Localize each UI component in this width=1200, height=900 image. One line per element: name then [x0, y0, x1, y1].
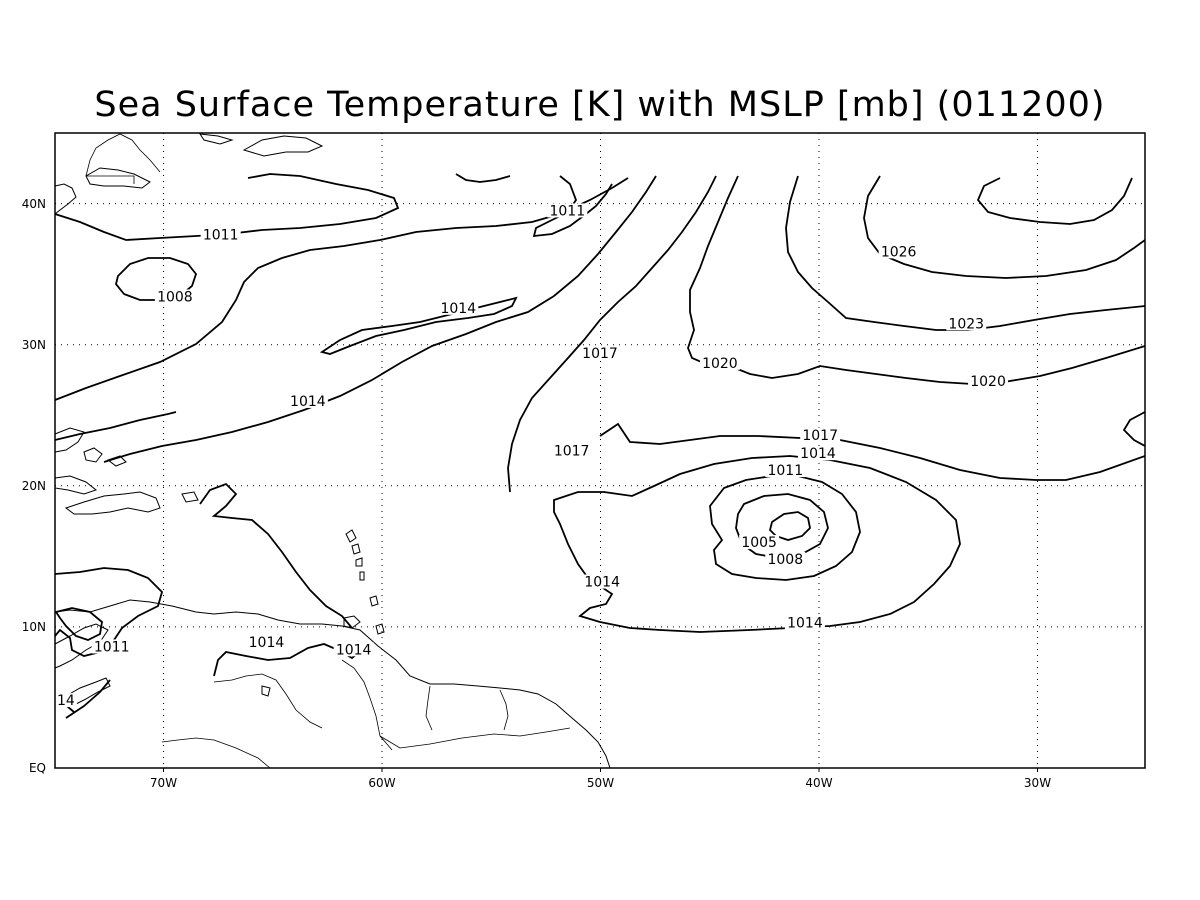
isobar-1008-low: [735, 493, 829, 559]
isobar-1017-west: [54, 175, 657, 463]
coastline-newfoundland: [242, 135, 324, 157]
coastline-lake-maracaibo: [261, 685, 271, 697]
isobar-1017-tongue: [507, 175, 717, 493]
isobar-1020-west: [687, 175, 1146, 385]
coastline-florida: [54, 427, 85, 453]
isobar-value-label: 1014: [800, 446, 836, 462]
isobar-value-label: 1014: [787, 615, 823, 631]
coastline-trinidad: [343, 615, 361, 629]
isobar-value-label: 14: [57, 693, 75, 709]
isobar-value-label: 1014: [440, 301, 476, 317]
contour-label-background: [287, 393, 328, 408]
isobar-1023: [785, 175, 1146, 331]
isobar-value-label: 1017: [582, 346, 618, 362]
y-tick-label-10n: 10N: [22, 620, 46, 634]
map-title: Sea Surface Temperature [K] with MSLP [m…: [94, 85, 1105, 125]
border-colombia-venezuela: [213, 673, 323, 729]
coastline-newfoundland-north: [198, 133, 234, 145]
contour-label-background: [699, 355, 740, 370]
coastline-lesser-antilles: [345, 529, 385, 635]
contour-label-background: [200, 227, 241, 242]
isobar-1014-elongated: [319, 296, 518, 355]
contour-label-background: [739, 535, 780, 550]
isobar-1011-northwest: [54, 173, 400, 241]
isobars: [54, 173, 1146, 719]
contour-label-background: [91, 639, 132, 654]
isobar-value-label: 1014: [584, 575, 620, 591]
contour-label-background: [765, 463, 806, 478]
y-axis: 40N 30N 20N 10N EQ: [22, 197, 46, 775]
x-axis: 70W 60W 50W 40W 30W: [150, 768, 1051, 790]
isobar-value-label: 1008: [157, 290, 193, 306]
isobar-value-label: 1011: [549, 203, 585, 219]
isobar-top-right: [976, 177, 1133, 225]
coastline-hispaniola: [64, 491, 161, 515]
isobar-value-label: 1008: [767, 552, 803, 568]
coastline-bahamas-east: [106, 455, 127, 467]
isobar-value-label: 1005: [741, 535, 777, 551]
contour-label-background: [798, 446, 838, 461]
isobar-1008-closed: [115, 257, 198, 301]
contour-label-background: [54, 693, 77, 708]
isobar-1011-small: [54, 607, 103, 641]
isobar-1005-low: [769, 511, 811, 541]
isobar-value-label: 1014: [290, 394, 326, 410]
border-brazil-north: [379, 727, 571, 749]
isobar-value-label: 1011: [203, 227, 239, 243]
isobar-1014-southwest: [54, 177, 629, 401]
border-us-canada: [86, 175, 135, 184]
y-tick-label-20n: 20N: [22, 479, 46, 493]
isobar-value-label: 1011: [94, 639, 130, 655]
contour-label-background: [968, 374, 1009, 389]
isobar-1011-panama: [54, 567, 164, 657]
isobar-value-label: 1014: [249, 635, 285, 651]
isobar-1026: [863, 175, 1146, 279]
contour-label-background: [878, 244, 919, 259]
contour-label-background: [547, 203, 588, 218]
y-tick-label-eq: EQ: [29, 761, 46, 775]
y-tick-label-30n: 30N: [22, 338, 46, 352]
border-suriname-guiana: [499, 689, 509, 731]
isobar-1011-north: [455, 173, 613, 238]
contour-label-background: [580, 345, 620, 360]
contour-label-background: [765, 551, 806, 566]
contour-label-background: [246, 635, 287, 650]
contour-label-background: [154, 289, 195, 304]
contour-label-background: [582, 574, 623, 589]
border-venezuela-guyana: [341, 659, 393, 751]
coastline-nova-scotia: [85, 167, 151, 189]
contour-label-background: [333, 642, 374, 657]
contour-label-background: [800, 427, 841, 442]
isobar-value-label: 1014: [336, 642, 372, 658]
x-tick-label-50w: 50W: [587, 776, 614, 790]
contour-label-background: [946, 316, 987, 331]
isobar-value-label: 1020: [702, 356, 738, 372]
x-tick-label-70w: 70W: [150, 776, 177, 790]
coastline-bahamas: [83, 447, 103, 463]
coastline-south-america: [54, 599, 611, 769]
y-tick-label-40n: 40N: [22, 197, 46, 211]
border-northeast-us: [85, 133, 161, 177]
isobar-value-label: 1026: [881, 244, 917, 260]
border-guyana-suriname: [425, 685, 433, 731]
contour-labels: 1011 1011 1008 1014 1017 1014 1020 1026 1023 1020…: [54, 203, 1009, 709]
isobar-value-label: 1017: [554, 443, 590, 459]
coastline-north-america: [54, 183, 77, 216]
x-tick-label-60w: 60W: [368, 776, 395, 790]
contour-label-background: [551, 443, 592, 458]
contour-label-background: [784, 615, 825, 630]
isobar-value-label: 1017: [802, 428, 838, 444]
contour-label-background: [438, 300, 479, 315]
isobar-value-label: 1020: [970, 374, 1006, 390]
border-colombia-south: [161, 737, 271, 769]
x-tick-label-40w: 40W: [805, 776, 832, 790]
isobar-value-label: 1011: [767, 463, 803, 479]
land-outlines: [54, 133, 611, 769]
coastline-puerto-rico: [181, 491, 199, 503]
x-tick-label-30w: 30W: [1024, 776, 1051, 790]
isobar-value-label: 1023: [948, 316, 984, 332]
coastline-cuba: [54, 475, 98, 495]
isobar-1014-caribbean: [199, 482, 353, 629]
